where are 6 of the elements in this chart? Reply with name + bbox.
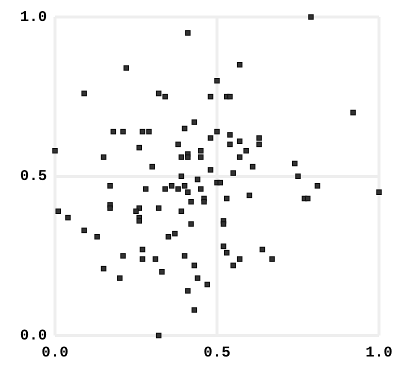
y-tick-label: 1.0 (20, 8, 47, 26)
x-tick-label: 0.5 (203, 344, 231, 362)
y-tick-label: 0.0 (20, 327, 47, 344)
x-tick-label: 1.0 (365, 344, 393, 362)
y-tick-label: 0.5 (20, 168, 47, 186)
x-tick-label: 0.0 (41, 344, 69, 362)
